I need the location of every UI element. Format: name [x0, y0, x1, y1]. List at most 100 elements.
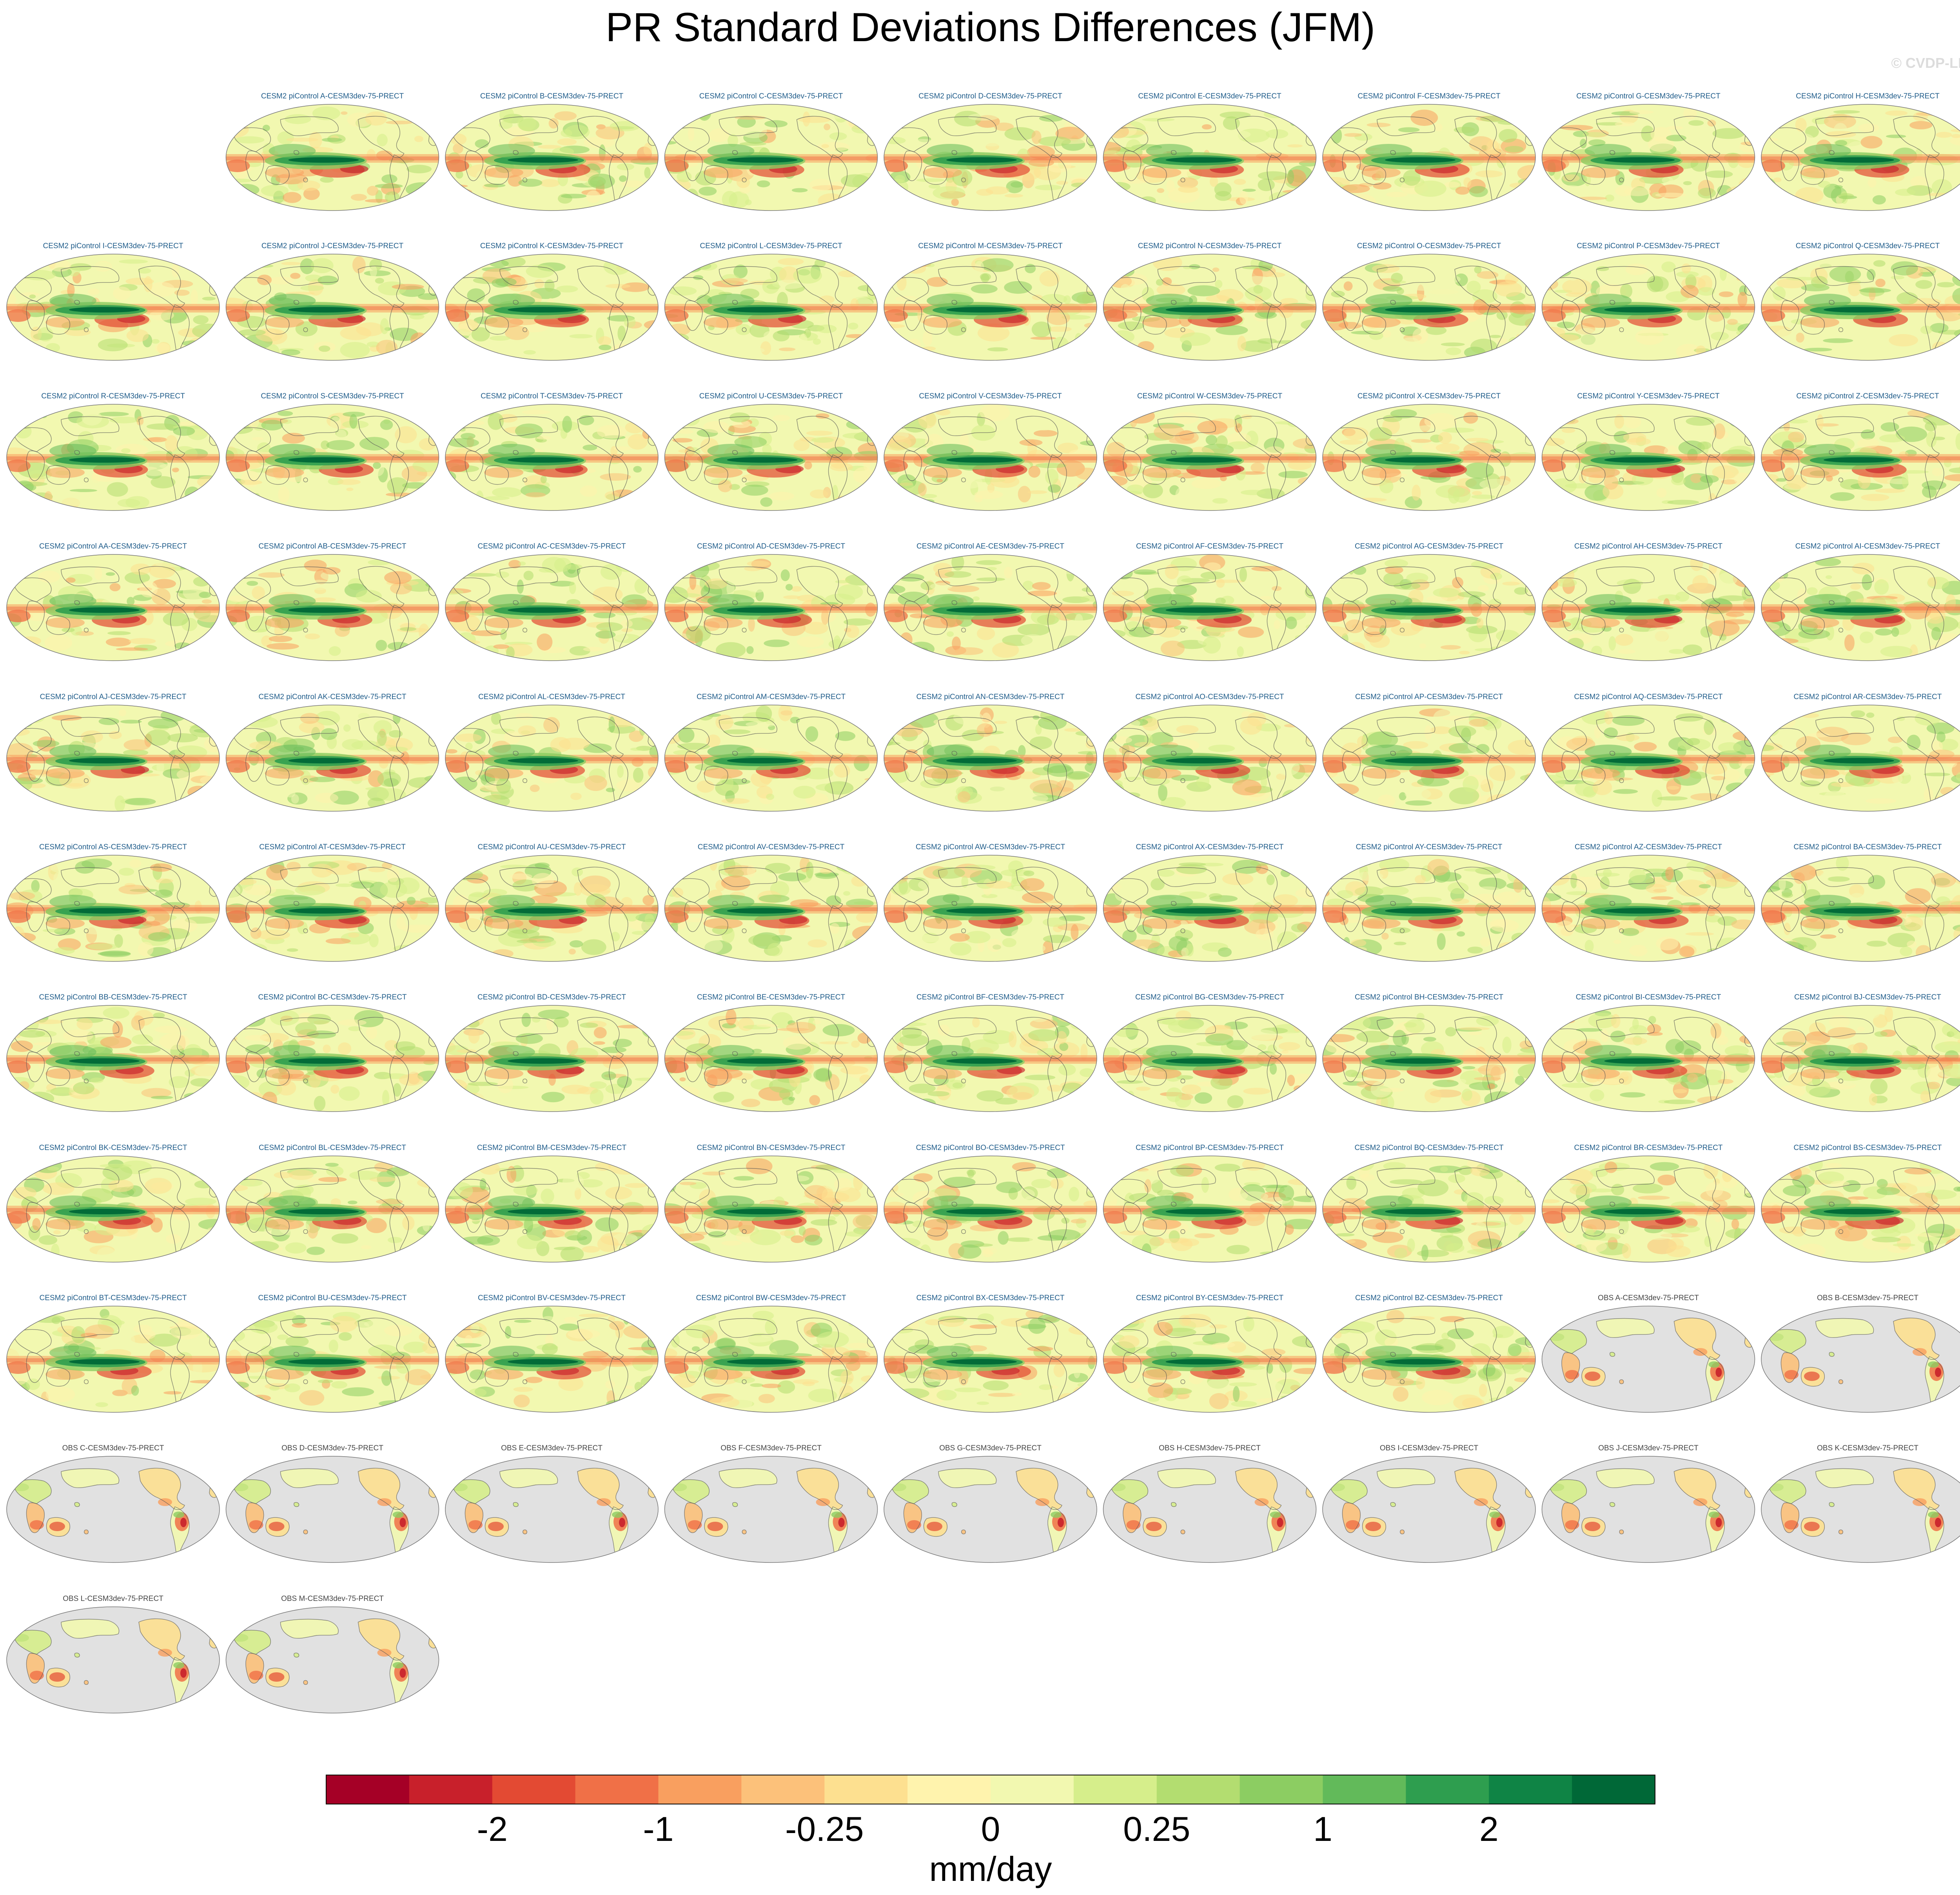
panel-title: CESM2 piControl AK-CESM3dev-75-PRECT [259, 693, 407, 701]
map-border [1761, 1156, 1960, 1263]
map-panel: CESM2 piControl W-CESM3dev-75-PRECT [1103, 392, 1317, 511]
map-panel: CESM2 piControl BU-CESM3dev-75-PRECT [225, 1294, 439, 1413]
map-panel: CESM2 piControl BP-CESM3dev-75-PRECT [1103, 1144, 1317, 1263]
map-panel: CESM2 piControl Z-CESM3dev-75-PRECT [1761, 392, 1960, 511]
panel-title: CESM2 piControl BG-CESM3dev-75-PRECT [1135, 993, 1285, 1001]
map-panel: OBS F-CESM3dev-75-PRECT [664, 1444, 878, 1563]
colorbar-swatch [409, 1775, 493, 1804]
map-border [1103, 1156, 1317, 1263]
panel-title: CESM2 piControl BI-CESM3dev-75-PRECT [1576, 993, 1721, 1001]
colorbar-tick-label: -1 [643, 1810, 673, 1848]
map-border [884, 1306, 1097, 1413]
panel-title: CESM2 piControl K-CESM3dev-75-PRECT [480, 242, 624, 250]
map-panel: CESM2 piControl BH-CESM3dev-75-PRECT [1322, 993, 1536, 1112]
colorbar-swatch [1240, 1775, 1323, 1804]
map-border [1761, 104, 1960, 211]
colorbar-tick-label: -0.25 [785, 1810, 864, 1848]
map-border [664, 404, 878, 511]
map-border [884, 404, 1097, 511]
map-border [1322, 404, 1536, 511]
map-panel: CESM2 piControl L-CESM3dev-75-PRECT [664, 242, 878, 361]
panel-title: CESM2 piControl AD-CESM3dev-75-PRECT [697, 542, 845, 551]
map-panel: CESM2 piControl M-CESM3dev-75-PRECT [884, 242, 1097, 361]
panel-title: OBS L-CESM3dev-75-PRECT [63, 1595, 163, 1603]
colorbar-swatch [658, 1775, 742, 1804]
map-border [1541, 1005, 1755, 1112]
colorbar-swatch [1073, 1775, 1157, 1804]
map-border [1761, 1306, 1960, 1413]
map-panel: OBS I-CESM3dev-75-PRECT [1322, 1444, 1536, 1563]
map-border [664, 254, 878, 361]
panel-title: CESM2 piControl AV-CESM3dev-75-PRECT [698, 843, 845, 851]
panel-title: CESM2 piControl AO-CESM3dev-75-PRECT [1135, 693, 1284, 701]
panel-title: CESM2 piControl B-CESM3dev-75-PRECT [480, 92, 624, 100]
map-border [1761, 554, 1960, 661]
panel-title: CESM2 piControl Q-CESM3dev-75-PRECT [1796, 242, 1940, 250]
map-border [6, 1156, 220, 1263]
map-border [1322, 705, 1536, 812]
map-border [1541, 1456, 1755, 1563]
panel-title: CESM2 piControl AQ-CESM3dev-75-PRECT [1574, 693, 1722, 701]
map-border [884, 254, 1097, 361]
map-panel: OBS J-CESM3dev-75-PRECT [1541, 1444, 1755, 1563]
map-panel: OBS K-CESM3dev-75-PRECT [1761, 1444, 1960, 1563]
map-panel: OBS E-CESM3dev-75-PRECT [445, 1444, 659, 1563]
panel-title: OBS F-CESM3dev-75-PRECT [720, 1444, 822, 1452]
map-border [1103, 1456, 1317, 1563]
panel-title: CESM2 piControl AU-CESM3dev-75-PRECT [477, 843, 626, 851]
panel-title: CESM2 piControl BN-CESM3dev-75-PRECT [697, 1144, 845, 1152]
map-border [1322, 104, 1536, 211]
colorbar-frame [326, 1775, 1655, 1804]
panel-title: CESM2 piControl BO-CESM3dev-75-PRECT [916, 1144, 1065, 1152]
map-border [884, 104, 1097, 211]
map-panel: CESM2 piControl C-CESM3dev-75-PRECT [664, 92, 878, 211]
colorbar-swatch [907, 1775, 991, 1804]
colorbar-swatch [492, 1775, 576, 1804]
colorbar-tick-label: 2 [1479, 1810, 1499, 1848]
map-border [1322, 855, 1536, 962]
panel-title: CESM2 piControl BY-CESM3dev-75-PRECT [1136, 1294, 1284, 1302]
panel-title: CESM2 piControl BH-CESM3dev-75-PRECT [1355, 993, 1503, 1001]
panel-title: OBS G-CESM3dev-75-PRECT [939, 1444, 1042, 1452]
panel-title: CESM2 piControl AB-CESM3dev-75-PRECT [259, 542, 407, 551]
panel-title: CESM2 piControl X-CESM3dev-75-PRECT [1357, 392, 1501, 400]
map-panel: CESM2 piControl AZ-CESM3dev-75-PRECT [1541, 843, 1755, 962]
panel-title: CESM2 piControl BJ-CESM3dev-75-PRECT [1794, 993, 1941, 1001]
colorbar-swatch [741, 1775, 825, 1804]
map-border [1103, 254, 1317, 361]
panel-title: CESM2 piControl J-CESM3dev-75-PRECT [261, 242, 404, 250]
panel-title: CESM2 piControl Y-CESM3dev-75-PRECT [1577, 392, 1720, 400]
map-border [1103, 104, 1317, 211]
map-border [664, 1306, 878, 1413]
panel-title: CESM2 piControl BP-CESM3dev-75-PRECT [1136, 1144, 1284, 1152]
map-border [1322, 1306, 1536, 1413]
map-border [445, 705, 659, 812]
map-border [6, 404, 220, 511]
panel-title: OBS I-CESM3dev-75-PRECT [1380, 1444, 1479, 1452]
panel-title: CESM2 piControl H-CESM3dev-75-PRECT [1796, 92, 1940, 100]
map-border [445, 855, 659, 962]
map-border [1541, 1156, 1755, 1263]
map-border [1541, 855, 1755, 962]
map-panel: OBS B-CESM3dev-75-PRECT [1761, 1294, 1960, 1413]
map-border [884, 1156, 1097, 1263]
panel-title: CESM2 piControl AH-CESM3dev-75-PRECT [1574, 542, 1722, 551]
map-panel: CESM2 piControl AB-CESM3dev-75-PRECT [225, 542, 439, 661]
panel-title: CESM2 piControl AR-CESM3dev-75-PRECT [1793, 693, 1942, 701]
panel-title: CESM2 piControl M-CESM3dev-75-PRECT [918, 242, 1063, 250]
map-border [6, 554, 220, 661]
map-panel: OBS L-CESM3dev-75-PRECT [6, 1595, 220, 1713]
map-border [225, 254, 439, 361]
map-border [1541, 254, 1755, 361]
map-border [1103, 1005, 1317, 1112]
map-border [1103, 855, 1317, 962]
map-border [664, 855, 878, 962]
colorbar-tick-label: 1 [1313, 1810, 1332, 1848]
figure-title: PR Standard Deviations Differences (JFM) [605, 5, 1376, 50]
panel-title: CESM2 piControl AA-CESM3dev-75-PRECT [39, 542, 187, 551]
panel-title: CESM2 piControl F-CESM3dev-75-PRECT [1357, 92, 1501, 100]
map-border [225, 1456, 439, 1563]
map-border [1541, 404, 1755, 511]
map-panel: CESM2 piControl BW-CESM3dev-75-PRECT [664, 1294, 878, 1413]
